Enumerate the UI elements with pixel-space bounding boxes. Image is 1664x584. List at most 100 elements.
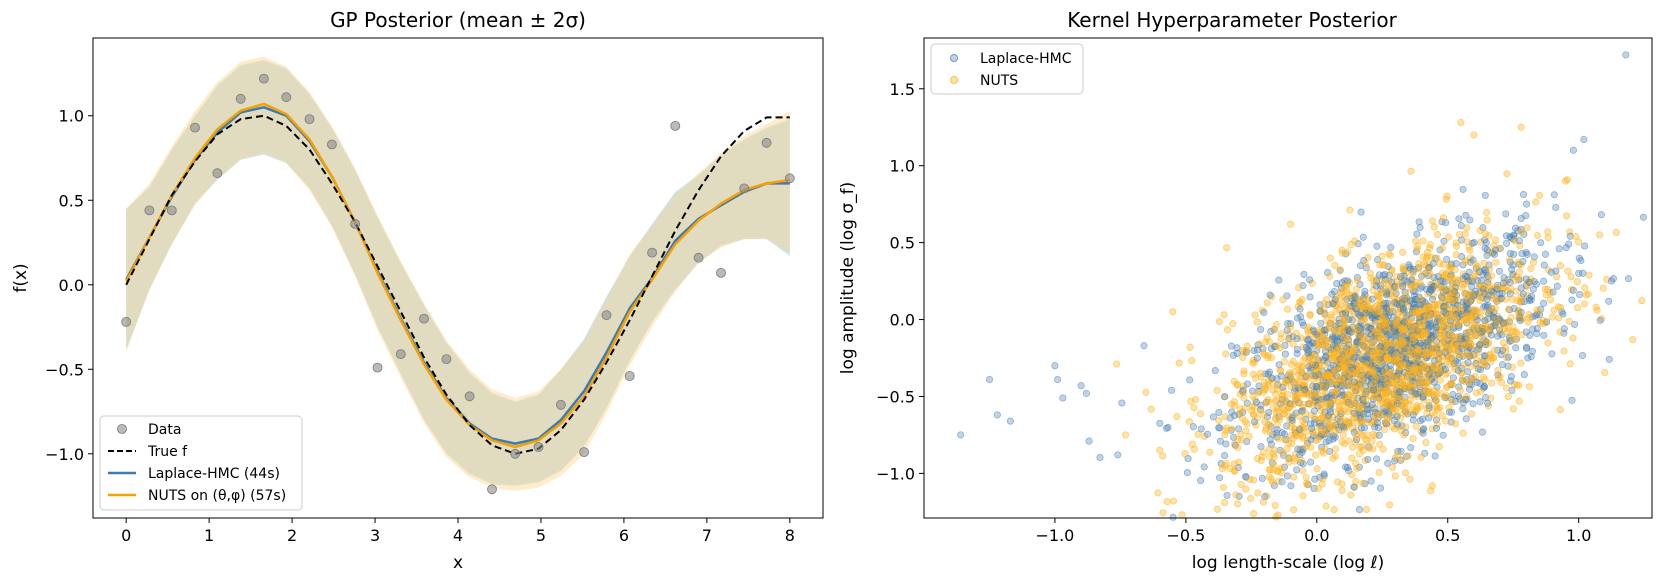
y-tick-label: −1.0 [45,445,84,464]
nuts-sample-point [1574,304,1582,312]
nuts-sample-point [1299,467,1307,475]
nuts-sample-point [1601,368,1609,377]
nuts-sample-point [1560,347,1568,355]
nuts-sample-point [1525,311,1533,319]
nuts-sample-point [1187,397,1195,405]
gp-data-points [121,73,795,495]
nuts-sample-point [1338,480,1346,488]
legend-label-true-f: True f [147,444,188,460]
nuts-sample-point [1175,359,1183,367]
legend-data-marker [117,424,127,434]
laplace-sample-point [1373,419,1381,427]
gp-y-axis-title: f(x) [11,263,31,292]
data-point [761,137,772,148]
nuts-sample-point [1319,383,1327,391]
nuts-sample-point [1289,357,1297,365]
nuts-sample-point [1463,224,1471,232]
laplace-sample-point [1459,405,1467,413]
nuts-sample-point [1457,119,1465,127]
laplace-sample-point [1416,223,1424,232]
nuts-sample-point [1286,369,1294,377]
nuts-sample-point [1314,436,1322,444]
laplace-sample-point [1502,232,1510,240]
nuts-sample-point [1350,346,1358,354]
nuts-sample-point [1279,399,1287,407]
nuts-sample-point [1327,311,1335,319]
nuts-sample-point [1423,404,1431,412]
nuts-sample-point [1240,370,1248,378]
laplace-sample-point [1059,394,1067,402]
laplace-sample-point [1459,399,1467,407]
laplace-sample-point [1481,317,1489,325]
nuts-sample-point [1437,331,1445,339]
laplace-sample-point [1499,319,1508,327]
laplace-sample-point [1391,457,1399,465]
nuts-sample-point [1243,346,1251,355]
data-point [144,205,155,216]
data-point [281,92,292,103]
nuts-sample-point [1317,307,1325,315]
nuts-sample-point [1338,328,1346,336]
laplace-sample-point [1096,453,1104,462]
nuts-sample-point [1473,362,1481,370]
y-tick-label: 1.0 [59,107,84,126]
laplace-sample-point [1393,412,1401,421]
legend-laplace-marker [950,54,958,62]
nuts-sample-point [1319,449,1328,457]
nuts-sample-point [1381,368,1389,376]
laplace-sample-point [1548,350,1556,358]
nuts-sample-point [1517,123,1525,131]
laplace-sample-point [1459,185,1467,193]
nuts-sample-point [1221,431,1229,439]
nuts-sample-point [1524,318,1532,326]
nuts-sample-point [1359,479,1367,487]
nuts-sample-point [1190,404,1198,412]
nuts-sample-point [1460,341,1468,349]
nuts-sample-point [1505,305,1513,313]
laplace-sample-point [1395,388,1404,396]
nuts-sample-point [1466,246,1474,254]
laplace-sample-point [1504,353,1512,361]
nuts-sample-point [1504,393,1512,401]
nuts-sample-point [1362,344,1370,352]
hp-plot-area [924,38,1652,518]
x-tick-label: 4 [453,526,463,545]
nuts-sample-point [1378,308,1386,317]
nuts-sample-point [1279,448,1287,457]
laplace-sample-point [1540,331,1548,339]
nuts-sample-point [1412,422,1420,430]
nuts-sample-point [1318,400,1326,408]
nuts-sample-point [1509,405,1517,413]
laplace-sample-point [1216,474,1224,482]
nuts-sample-point [1438,244,1446,252]
nuts-sample-point [1494,366,1502,374]
nuts-sample-point [1346,360,1354,368]
nuts-sample-point [1353,276,1361,285]
laplace-sample-point [1250,347,1258,355]
nuts-sample-point [1612,228,1620,237]
nuts-sample-point [1499,339,1507,347]
nuts-sample-point [1492,258,1500,266]
nuts-sample-point [1533,231,1542,239]
nuts-sample-point [1409,435,1417,443]
nuts-sample-point [1461,230,1469,238]
nuts-sample-point [1337,417,1345,425]
laplace-sample-point [1006,417,1014,425]
nuts-sample-point [1249,370,1257,378]
nuts-sample-point [1271,501,1279,509]
nuts-sample-point [1481,376,1489,384]
nuts-sample-point [1264,354,1272,362]
laplace-sample-point [1299,282,1307,290]
laplace-sample-point [1268,374,1276,382]
nuts-sample-point [1463,238,1471,246]
nuts-sample-point [1355,383,1363,391]
data-point [212,168,223,179]
laplace-sample-point [1509,270,1517,278]
nuts-sample-point [1562,177,1570,185]
nuts-sample-point [1272,321,1280,329]
band-overlap [126,61,790,485]
nuts-sample-point [1420,330,1428,338]
nuts-sample-point [1260,411,1268,419]
nuts-sample-point [1326,400,1334,408]
y-tick-label: 0.5 [890,234,915,253]
